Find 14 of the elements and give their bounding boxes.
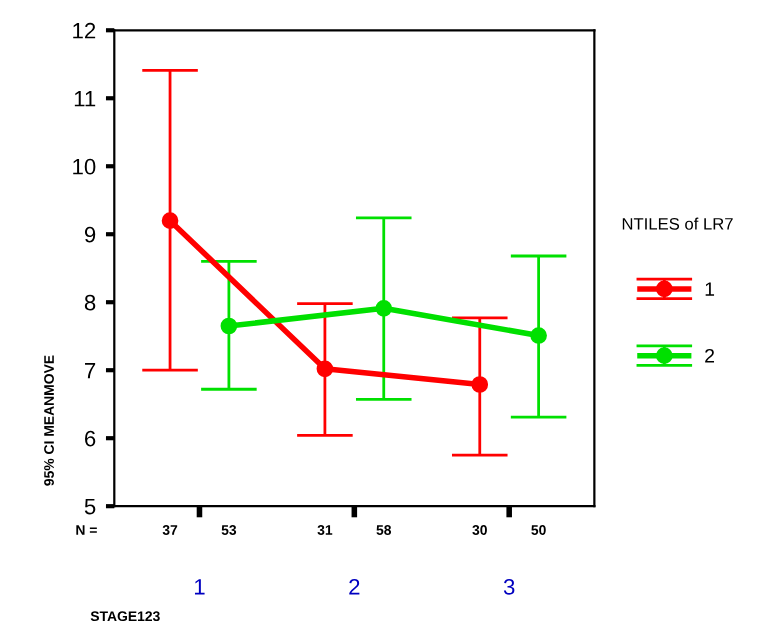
y-tick-label: 9	[84, 226, 96, 243]
x-tick-label: 3	[503, 578, 515, 595]
x-tick-label: 1	[194, 579, 205, 595]
y-tick-label: 12	[73, 22, 96, 39]
legend-label: 2	[705, 348, 715, 363]
y-tick-label: 8	[84, 294, 96, 311]
y-tick-label: 5	[84, 498, 96, 515]
x-tick-label: 2	[349, 578, 360, 595]
y-tick-label: 10	[73, 158, 96, 175]
legend-label: 1	[705, 282, 715, 296]
y-tick-label: 11	[74, 91, 96, 107]
y-tick-label: 7	[85, 362, 96, 379]
legend-title: NTILES of LR7	[622, 217, 733, 230]
y-tick-label: 6	[85, 430, 96, 447]
